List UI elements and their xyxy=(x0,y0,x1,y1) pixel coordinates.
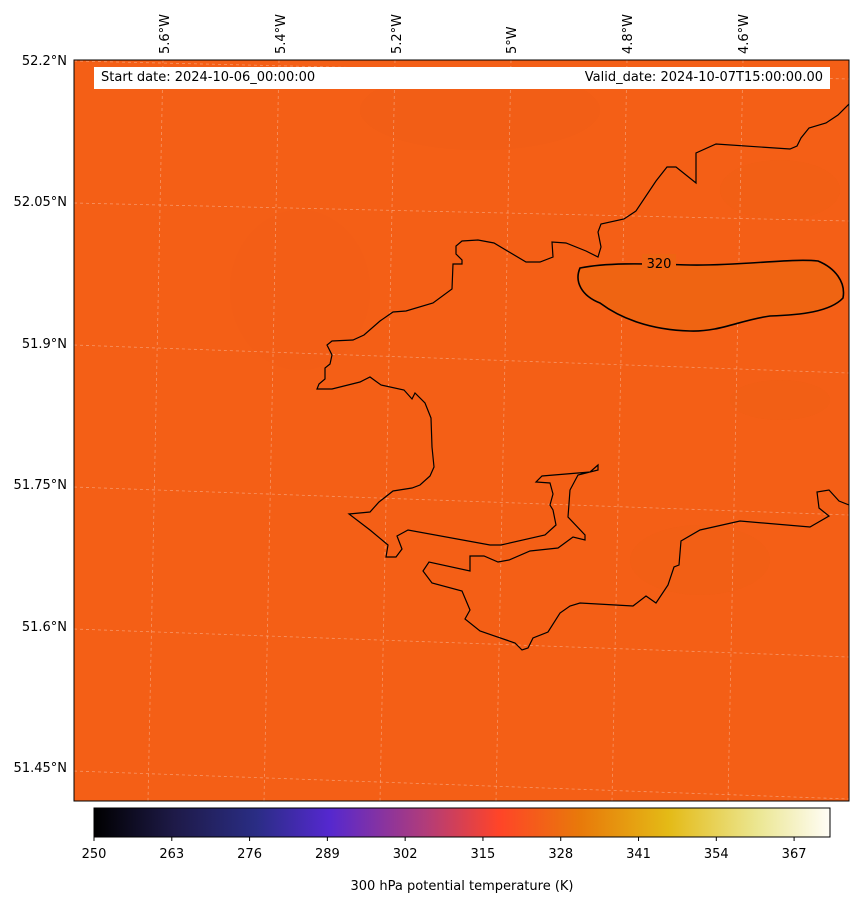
valid-date: Valid_date: 2024-10-07T15:00:00.00 xyxy=(584,70,823,85)
lat-label: 51.6°N xyxy=(22,620,67,635)
colorbar-tick-label: 289 xyxy=(315,847,340,862)
lat-label: 52.2°N xyxy=(22,54,67,69)
start-date: Start date: 2024-10-06_00:00:00 xyxy=(101,70,316,85)
colorbar xyxy=(93,807,831,838)
temperature-field xyxy=(74,60,849,801)
contour-label-320: 320 xyxy=(647,257,672,272)
latitude-labels: 52.2°N 52.05°N 51.9°N 51.75°N 51.6°N 51.… xyxy=(14,54,67,776)
lat-label: 52.05°N xyxy=(14,195,67,210)
lat-label: 51.45°N xyxy=(14,761,67,776)
colorbar-tick-label: 276 xyxy=(237,847,262,862)
colorbar-tick-label: 315 xyxy=(471,847,496,862)
colorbar-tick-label: 250 xyxy=(82,847,107,862)
colorbar-tick-label: 354 xyxy=(704,847,729,862)
colorbar-ticks: 250 263 276 289 302 315 328 341 354 367 xyxy=(82,837,807,862)
lat-label: 51.9°N xyxy=(22,337,67,352)
colorbar-tick-label: 328 xyxy=(548,847,573,862)
lat-label: 51.75°N xyxy=(14,478,67,493)
colorbar-tick-label: 341 xyxy=(626,847,651,862)
map-frame xyxy=(73,59,850,802)
lon-label: 4.6°W xyxy=(737,14,752,54)
lon-label: 4.8°W xyxy=(621,14,636,54)
lon-label: 5°W xyxy=(505,26,520,54)
date-header: Start date: 2024-10-06_00:00:00 Valid_da… xyxy=(94,67,830,89)
colorbar-tick-label: 263 xyxy=(159,847,184,862)
colorbar-tick-label: 302 xyxy=(393,847,418,862)
colorbar-tick-label: 367 xyxy=(782,847,807,862)
lon-label: 5.6°W xyxy=(158,14,173,54)
longitude-labels: 5.6°W 5.4°W 5.2°W 5°W 4.8°W 4.6°W xyxy=(158,14,752,54)
contour-320-region xyxy=(577,259,845,332)
coastline xyxy=(316,103,849,651)
lon-label: 5.2°W xyxy=(390,14,405,54)
colorbar-title: 300 hPa potential temperature (K) xyxy=(350,879,574,894)
lon-label: 5.4°W xyxy=(274,14,289,54)
